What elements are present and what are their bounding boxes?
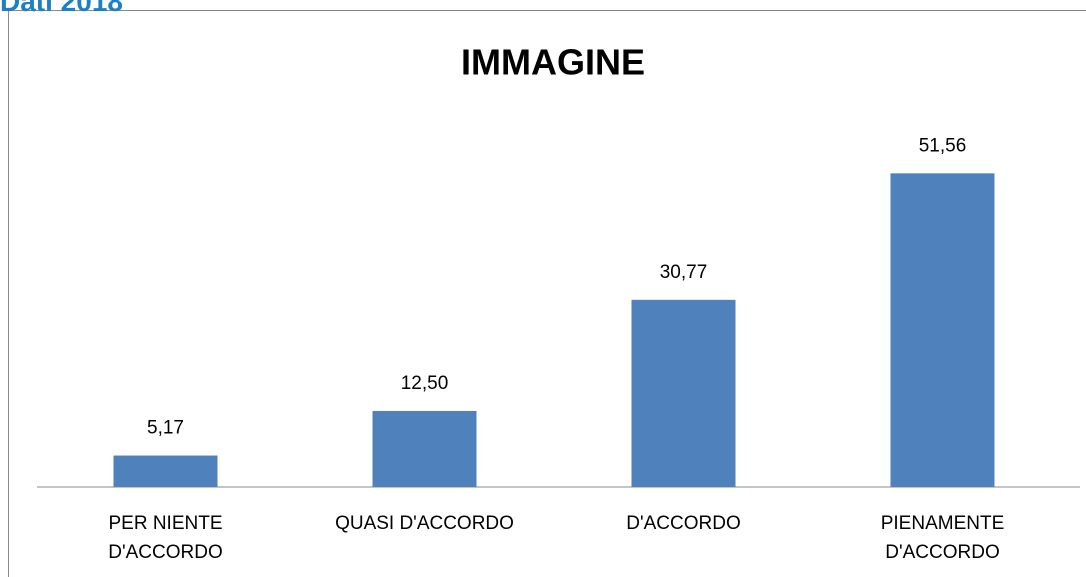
value-label: 5,17 — [147, 418, 184, 439]
bar — [372, 410, 477, 487]
x-tick-label: PIENAMENTE D'ACCORDO — [880, 513, 1005, 563]
bar — [113, 455, 218, 487]
bar — [631, 299, 736, 487]
header-title: Dati 2018 — [0, 0, 123, 17]
x-tick-label: PER NIENTE D'ACCORDO — [108, 513, 223, 563]
value-label: 51,56 — [919, 135, 967, 156]
value-label: 12,50 — [401, 373, 449, 394]
chart-title: IMMAGINE — [461, 42, 645, 83]
bar — [890, 173, 995, 488]
x-tick-label: QUASI D'ACCORDO — [335, 513, 514, 534]
x-tick-label: D'ACCORDO — [626, 513, 741, 534]
value-label: 30,77 — [660, 262, 708, 283]
chart-frame — [8, 10, 1086, 577]
